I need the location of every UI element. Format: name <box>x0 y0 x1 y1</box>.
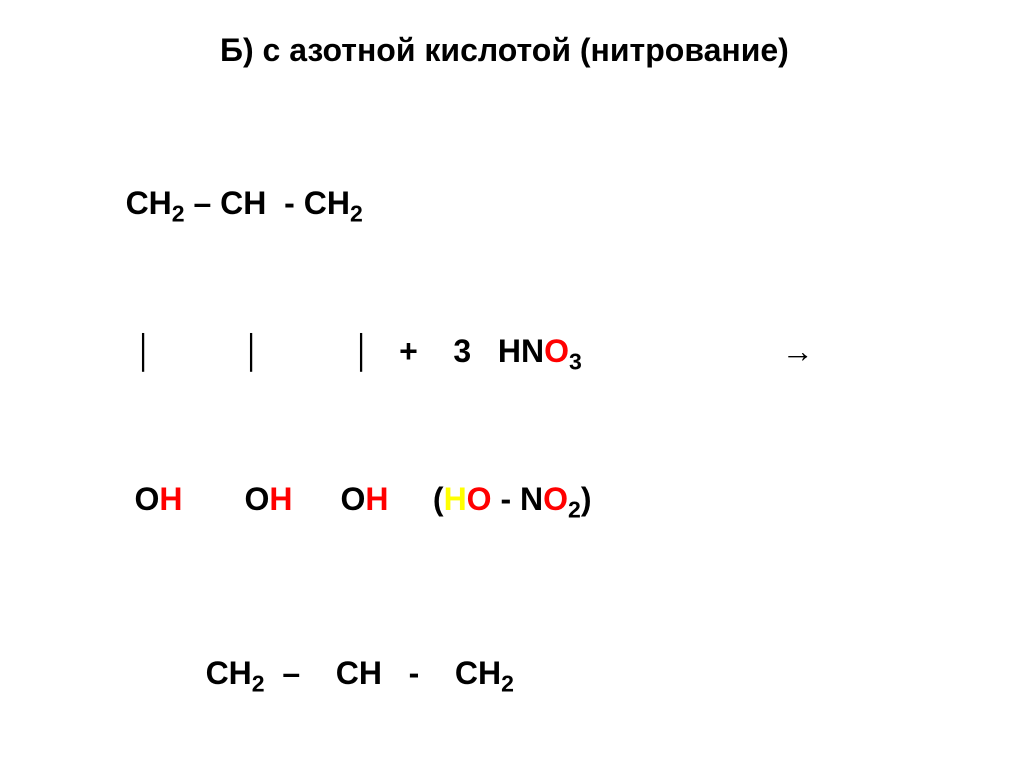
txt: - <box>266 185 303 221</box>
txt: CH <box>206 655 252 691</box>
txt-red: O <box>543 481 568 517</box>
txt: O <box>126 481 160 517</box>
txt: – <box>185 185 221 221</box>
txt-red: O <box>467 481 492 517</box>
arrow: → <box>782 333 814 369</box>
sub: 2 <box>172 200 185 226</box>
sub: 2 <box>350 200 363 226</box>
txt: CH <box>220 185 266 221</box>
txt: ) <box>581 481 592 517</box>
txt: CH <box>336 655 382 691</box>
txt: ( <box>388 481 443 517</box>
sub: 2 <box>568 496 581 522</box>
slide: Б) с азотной кислотой (нитрование) CH2 –… <box>0 0 1024 767</box>
txt-red: H <box>365 481 388 517</box>
bond: │ <box>126 333 155 369</box>
spacer <box>90 575 964 601</box>
eq1-row1: CH2 – CH - CH2 <box>90 131 964 279</box>
eq1-row3: OHOHOH (HO - NO2) <box>90 427 964 575</box>
bond: │ <box>352 333 372 369</box>
txt: - N <box>492 481 544 517</box>
txt-red: H <box>269 481 292 517</box>
txt: O <box>244 481 269 517</box>
txt: CH <box>126 185 172 221</box>
txt: CH <box>455 655 501 691</box>
sub: 2 <box>252 670 265 696</box>
txt: + 3 HN <box>372 333 544 369</box>
slide-title: Б) с азотной кислотой (нитрование) <box>220 32 964 69</box>
txt: CH <box>304 185 350 221</box>
sub: 3 <box>569 348 582 374</box>
eq2-row1: CH2 – CH - CH2 <box>160 601 964 749</box>
eq1-row2: │ │ │ + 3 HNO3 → <box>90 279 964 427</box>
txt-yellow: H <box>444 481 467 517</box>
bond: │ <box>242 333 262 369</box>
txt: - <box>382 655 455 691</box>
txt: – <box>265 655 336 691</box>
txt-red: O <box>544 333 569 369</box>
txt-red: H <box>159 481 182 517</box>
txt: O <box>340 481 365 517</box>
sub: 2 <box>501 670 514 696</box>
eq2-row2: →│││ + 3 H2O <box>90 749 964 767</box>
